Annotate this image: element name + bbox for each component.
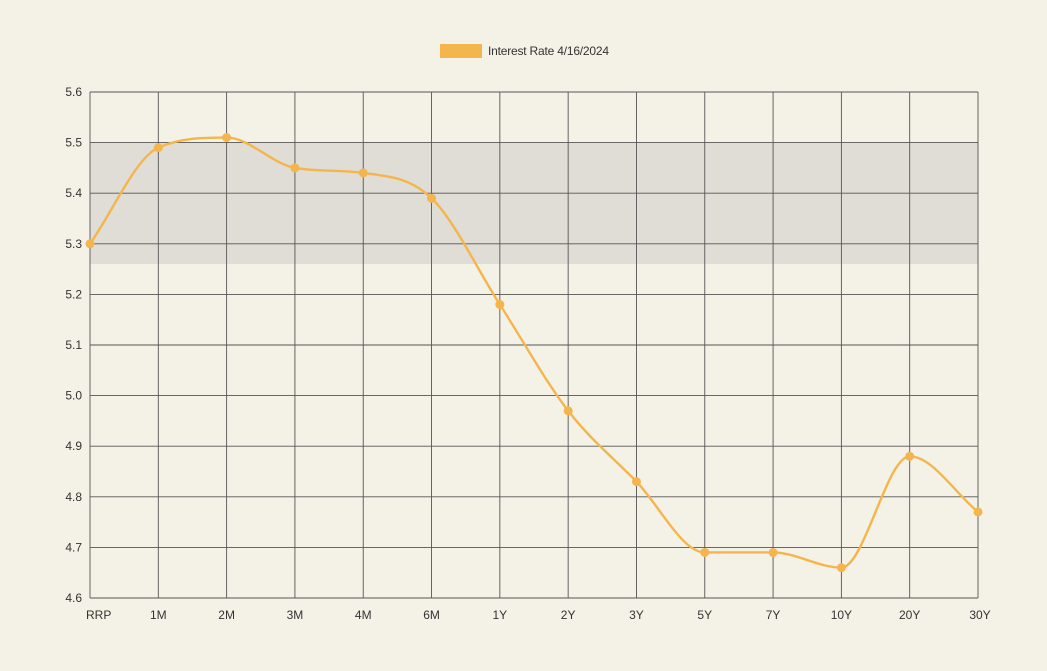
x-tick-label: 20Y (899, 608, 920, 622)
x-tick-label: 1M (150, 608, 167, 622)
data-point (153, 143, 163, 153)
y-tick-label: 4.7 (65, 540, 82, 554)
x-tick-label: RRP (86, 608, 111, 622)
data-point (631, 477, 641, 487)
data-point (358, 168, 368, 178)
y-tick-label: 4.8 (65, 490, 82, 504)
shaded-band (90, 142, 978, 265)
data-point (290, 163, 300, 173)
data-point (427, 193, 437, 203)
y-tick-label: 4.6 (65, 591, 82, 605)
y-tick-label: 4.9 (65, 439, 82, 453)
y-tick-label: 5.6 (65, 85, 82, 99)
y-axis-ticks: 4.6 4.7 4.8 4.9 5.0 5.1 5.2 5.3 5.4 5.5 5.6 (65, 85, 82, 605)
grid-layer (89, 91, 979, 599)
data-point (85, 239, 95, 249)
data-point (973, 507, 983, 517)
series-layer (85, 133, 983, 573)
data-point (700, 547, 710, 557)
y-tick-label: 5.5 (65, 136, 82, 150)
y-tick-label: 5.0 (65, 389, 82, 403)
data-point (905, 451, 915, 461)
data-point (222, 133, 232, 143)
legend-label: Interest Rate 4/16/2024 (488, 44, 609, 58)
x-tick-label: 2M (218, 608, 235, 622)
x-tick-label: 3M (287, 608, 304, 622)
shaded-band-layer (90, 142, 978, 265)
legend: Interest Rate 4/16/2024 (440, 44, 609, 58)
x-tick-label: 10Y (831, 608, 852, 622)
x-tick-label: 4M (355, 608, 372, 622)
x-tick-label: 6M (423, 608, 440, 622)
data-point (768, 547, 778, 557)
y-tick-label: 5.1 (65, 338, 82, 352)
data-point (563, 406, 573, 416)
y-tick-label: 5.2 (65, 287, 82, 301)
y-tick-label: 5.4 (65, 186, 82, 200)
y-tick-label: 5.3 (65, 237, 82, 251)
x-tick-label: 3Y (629, 608, 644, 622)
x-tick-label: 2Y (561, 608, 576, 622)
data-point (836, 563, 846, 573)
x-tick-label: 5Y (697, 608, 712, 622)
x-tick-label: 30Y (969, 608, 990, 622)
legend-swatch (440, 44, 482, 58)
data-point (495, 300, 505, 310)
x-axis-ticks: RRP 1M 2M 3M 4M 6M 1Y 2Y 3Y 5Y 7Y 10Y 20Y 30Y (86, 608, 991, 622)
x-tick-label: 7Y (766, 608, 781, 622)
x-tick-label: 1Y (493, 608, 508, 622)
